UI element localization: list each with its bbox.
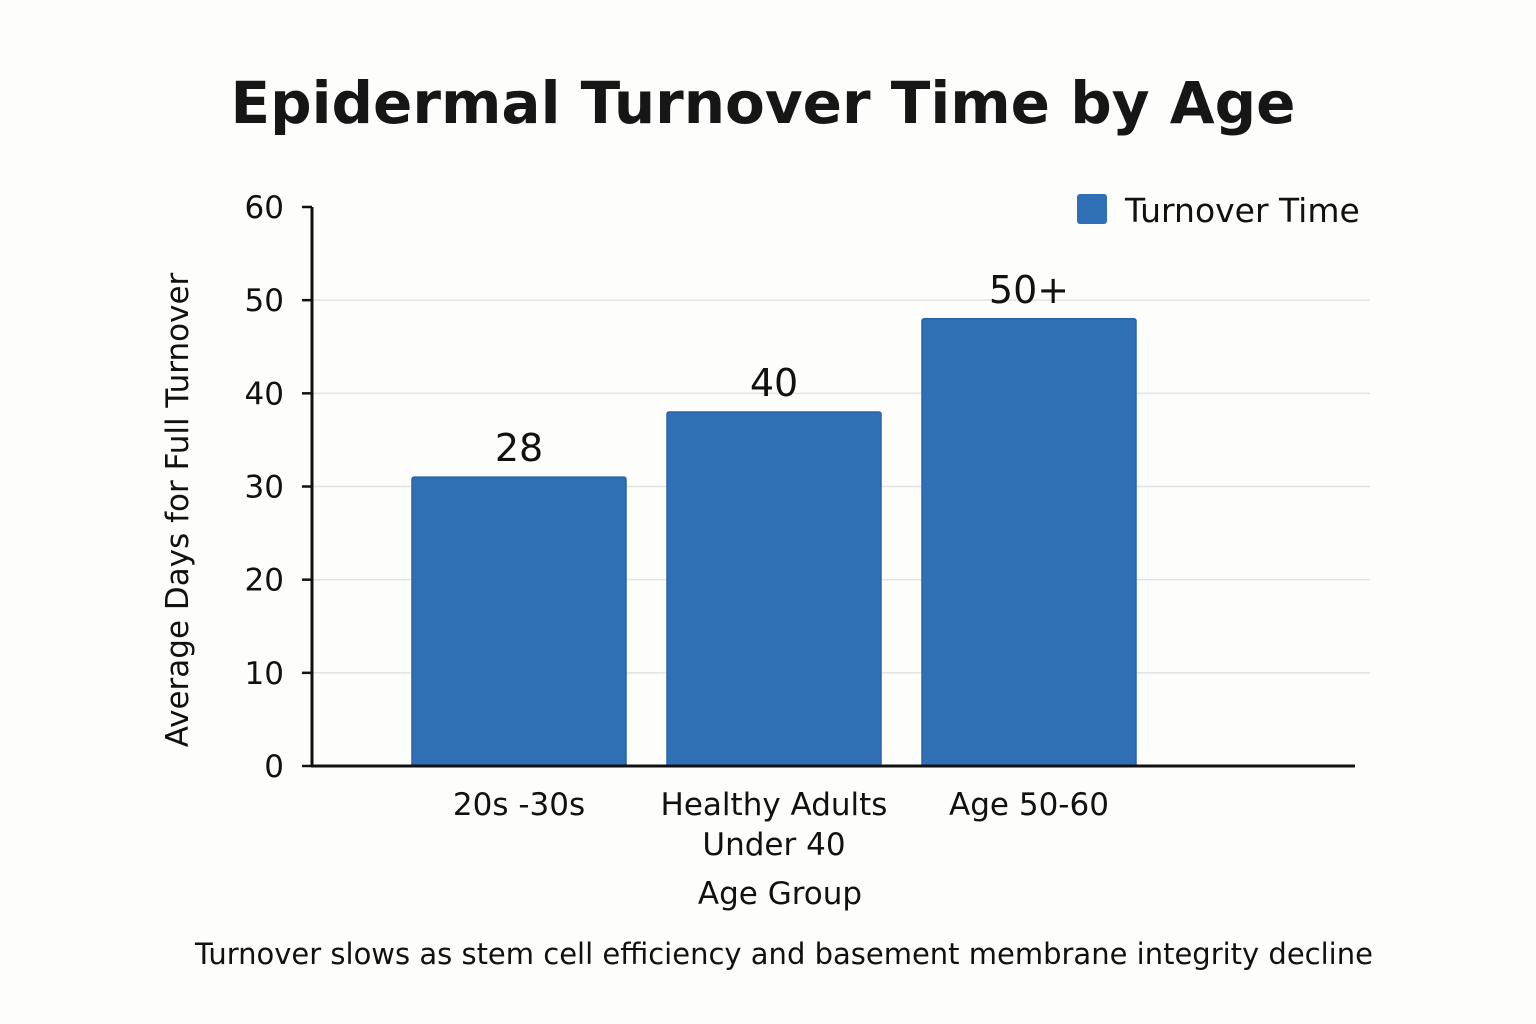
y-tick-label: 30 [245, 470, 284, 506]
legend-swatch [1077, 194, 1107, 224]
legend-label: Turnover Time [1124, 191, 1360, 230]
chart-title: Epidermal Turnover Time by Age [231, 69, 1296, 137]
bar-data-label: 28 [495, 426, 543, 470]
y-tick-label: 20 [245, 563, 284, 599]
data-labels: 28 40 50+ [495, 268, 1069, 470]
x-category-label: Healthy Adults Under 40 [661, 787, 888, 863]
y-tick-labels: 0 10 20 30 40 50 60 [245, 190, 284, 785]
bar-data-label: 40 [750, 361, 798, 405]
x-category-label: 20s -30s [453, 787, 585, 823]
caption: Turnover slows as stem cell efficiency a… [194, 937, 1373, 971]
legend: Turnover Time [1077, 191, 1360, 230]
y-tick-label: 10 [245, 656, 284, 692]
x-axis-label: Age Group [698, 876, 862, 912]
y-tick-label: 0 [264, 749, 284, 785]
axes [302, 205, 1355, 768]
bars [411, 318, 1137, 767]
bar [921, 318, 1137, 767]
y-tick-label: 50 [245, 283, 284, 319]
y-tick-label: 60 [245, 190, 284, 226]
x-category-label: Age 50-60 [949, 787, 1109, 823]
x-category-labels: 20s -30s Healthy Adults Under 40 Age 50-60 [453, 787, 1109, 863]
bar [411, 476, 627, 767]
bar [666, 411, 882, 767]
y-axis-label: Average Days for Full Turnover [160, 272, 196, 747]
bar-data-label: 50+ [989, 268, 1069, 312]
y-tick-label: 40 [245, 376, 284, 412]
